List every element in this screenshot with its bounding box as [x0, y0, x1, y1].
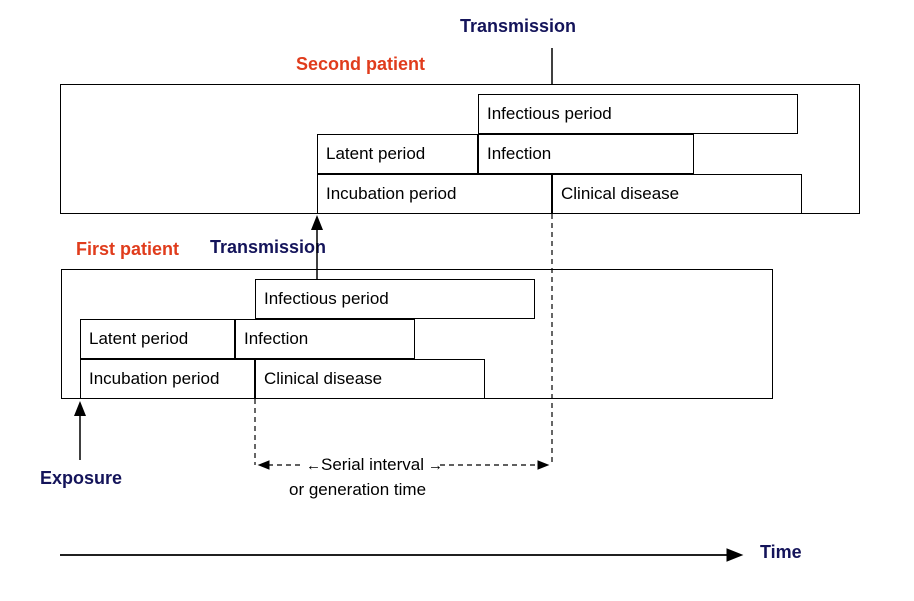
first-patient-label: First patient	[76, 239, 179, 260]
p1-infectious-label: Infectious period	[264, 289, 389, 309]
transmission-mid-label: Transmission	[210, 237, 326, 258]
p2-infectious-box: Infectious period	[478, 94, 798, 134]
serial-interval-line2: or generation time	[289, 480, 426, 500]
p2-infectious-label: Infectious period	[487, 104, 612, 124]
time-label: Time	[760, 542, 802, 563]
p2-clinical-label: Clinical disease	[561, 184, 679, 204]
serial-interval-line1: ←Serial interval→	[306, 455, 443, 475]
p2-latent-box: Latent period	[317, 134, 478, 174]
p1-latent-box: Latent period	[80, 319, 235, 359]
p2-infection-box: Infection	[478, 134, 694, 174]
exposure-label: Exposure	[40, 468, 122, 489]
transmission-top-label: Transmission	[460, 16, 576, 37]
p1-incubation-label: Incubation period	[89, 369, 219, 389]
p1-infection-box: Infection	[235, 319, 415, 359]
p2-incubation-label: Incubation period	[326, 184, 456, 204]
second-patient-label: Second patient	[296, 54, 425, 75]
p2-latent-label: Latent period	[326, 144, 425, 164]
p2-incubation-box: Incubation period	[317, 174, 552, 214]
p2-infection-label: Infection	[487, 144, 551, 164]
diagram-canvas: Infectious period Latent period Infectio…	[0, 0, 914, 601]
p1-clinical-label: Clinical disease	[264, 369, 382, 389]
p1-latent-label: Latent period	[89, 329, 188, 349]
p2-clinical-box: Clinical disease	[552, 174, 802, 214]
p1-clinical-box: Clinical disease	[255, 359, 485, 399]
p1-infection-label: Infection	[244, 329, 308, 349]
p1-incubation-box: Incubation period	[80, 359, 255, 399]
p1-infectious-box: Infectious period	[255, 279, 535, 319]
